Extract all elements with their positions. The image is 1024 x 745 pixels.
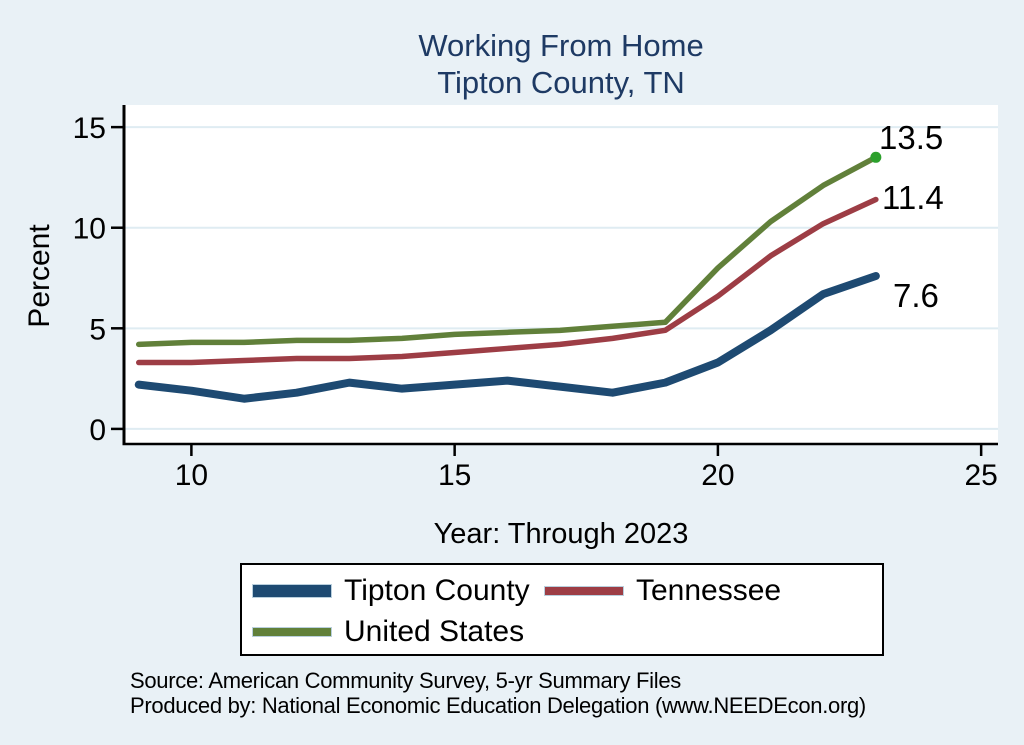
series-line-tennessee [135, 196, 879, 366]
produced-by-line: Produced by: National Economic Education… [130, 693, 866, 718]
y-tick-label-5: 5 [89, 313, 106, 346]
legend-item-united-states: United States [242, 615, 534, 649]
end-value-united-states: 13.5 [879, 119, 944, 156]
legend-label-tipton-county: Tipton County [344, 573, 530, 607]
x-tick-label-20: 20 [701, 459, 734, 492]
chart-title: Working From Home Tipton County, TN [124, 27, 998, 101]
series-end-dot-united-states [870, 151, 882, 163]
united-states-line-swatch [252, 626, 332, 637]
legend-label-tennessee: Tennessee [636, 573, 782, 607]
series-line-tipton-county [134, 272, 880, 403]
legend: Tipton County Tennessee United States [240, 563, 884, 656]
y-tick-label-15: 15 [73, 112, 106, 145]
tennessee-line-swatch [544, 585, 624, 596]
x-tick-label-10: 10 [175, 459, 208, 492]
end-value-tipton-county: 7.6 [893, 277, 939, 314]
tipton-county-line-swatch [252, 583, 332, 598]
x-tick-label-25: 25 [964, 459, 997, 492]
series-line-united-states [135, 154, 879, 348]
legend-item-tipton-county: Tipton County [242, 574, 534, 608]
source-line: Source: American Community Survey, 5-yr … [130, 668, 681, 693]
x-axis-title: Year: Through 2023 [433, 518, 689, 550]
legend-label-united-states: United States [344, 614, 525, 648]
x-tick-label-15: 15 [438, 459, 471, 492]
source-note: Source: American Community Survey, 5-yr … [130, 668, 866, 718]
y-tick-label-0: 0 [89, 414, 106, 447]
y-axis-title: Percent [23, 224, 56, 328]
chart-title-line2: Tipton County, TN [437, 65, 685, 100]
legend-item-tennessee: Tennessee [534, 574, 882, 608]
end-value-tennessee: 11.4 [882, 179, 944, 216]
chart-title-line1: Working From Home [418, 28, 704, 63]
y-tick-label-10: 10 [73, 213, 106, 246]
